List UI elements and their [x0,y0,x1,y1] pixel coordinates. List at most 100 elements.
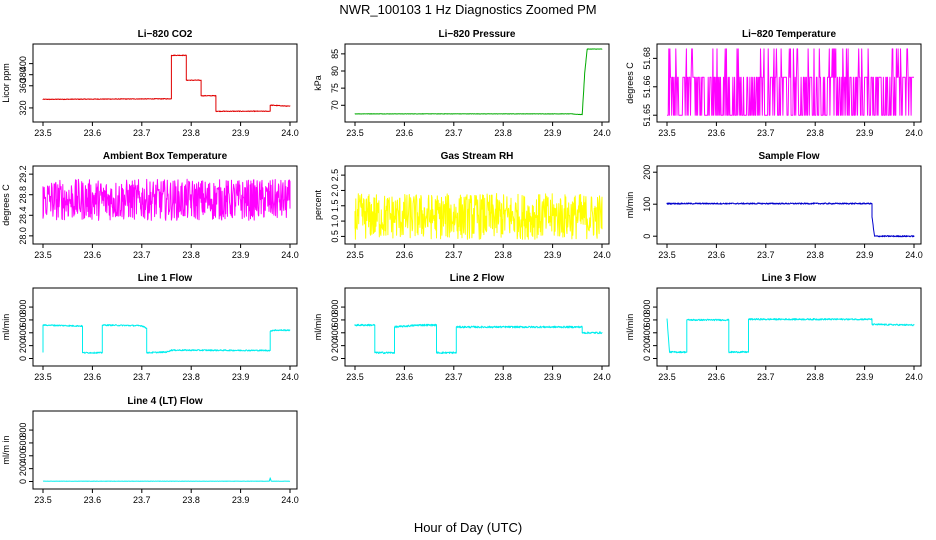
panel-title: Li−820 CO2 [138,29,193,40]
y-tick-label: 75 [330,83,340,93]
y-tick-label: 80 [330,66,340,76]
x-tick-label: 23.6 [396,128,414,138]
x-tick-label: 23.5 [658,250,676,260]
x-tick-label: 23.9 [232,372,250,382]
x-tick-label: 23.9 [544,372,562,382]
plot-frame [344,43,610,123]
figure-title: NWR_100103 1 Hz Diagnostics Zoomed PM [339,2,596,17]
chart-panel-10: Line 4 (LT) Flow 23.5 23.6 23.7 23.8 23.9 24.0… [1,396,299,505]
y-axis-label: ml/min [313,314,323,341]
y-tick-label: 0 [642,356,652,361]
x-tick-label: 24.0 [593,372,611,382]
series-line-1 [354,48,603,116]
x-tick-label: 23.6 [708,128,726,138]
plot-frame [656,43,922,123]
x-tick-label: 23.7 [133,128,151,138]
y-tick-label: 800 [642,300,652,315]
plot-frame [344,165,610,245]
y-axis-label: ml/m in [1,436,11,465]
panel-title: Line 2 Flow [450,273,505,284]
x-tick-label: 23.5 [34,495,52,505]
chart-panel-6: Sample Flow 23.5 23.6 23.7 23.8 23.9 24.0 0 100 2… [625,151,923,260]
panel-title: Line 1 Flow [138,273,193,284]
y-tick-label: 28.4 [18,207,28,225]
panel-title: Li−820 Pressure [439,29,516,40]
plot-frame [344,287,610,367]
x-tick-label: 23.6 [84,372,102,382]
x-tick-label: 23.5 [658,372,676,382]
y-tick-label: 0 [642,234,652,239]
x-tick-label: 24.0 [281,128,299,138]
y-tick-label: 360 [18,78,28,93]
y-tick-label: 200 [330,338,340,353]
chart-panel-4: Ambient Box Temperature 23.5 23.6 23.7 23.8 2… [1,151,299,260]
panel-title: Sample Flow [758,151,819,162]
x-tick-label: 23.9 [232,128,250,138]
y-tick-label: 600 [642,312,652,327]
y-tick-label: 320 [18,100,28,115]
x-tick-label: 23.8 [182,128,200,138]
x-tick-label: 23.7 [757,128,775,138]
chart-panel-8: Line 2 Flow 23.5 23.6 23.7 23.8 23.9 24.0 0 2004… [313,273,611,382]
panel-title: Line 4 (LT) Flow [127,396,203,407]
y-axis-label: ml/min [625,192,635,219]
chart-panel-7: Line 1 Flow 23.5 23.6 23.7 23.8 23.9 24.0 0 2004… [1,273,299,382]
series-line-1 [42,178,291,221]
y-tick-label: 600 [18,435,28,450]
plot-frame [32,287,298,367]
x-tick-label: 23.7 [757,250,775,260]
x-tick-label: 24.0 [281,495,299,505]
y-tick-label: 200 [642,165,652,180]
x-tick-label: 23.6 [84,250,102,260]
plot-frame [32,43,298,123]
x-tick-label: 24.0 [593,128,611,138]
x-tick-label: 23.6 [84,128,102,138]
chart-panel-3: Li−820 Temperature 23.5 23.6 23.7 23.8 23.9 24… [625,29,923,138]
chart-panel-9: Line 3 Flow 23.5 23.6 23.7 23.8 23.9 24.0 0 2004… [625,273,923,382]
series-line-1 [354,193,603,240]
y-tick-label: 51.65 [642,104,652,127]
y-axis-label: kPa [313,75,323,91]
y-tick-label: 0 [330,356,340,361]
y-tick-label: 200 [18,338,28,353]
panel-title: Li−820 Temperature [742,29,836,40]
x-tick-label: 23.7 [445,372,463,382]
panel-title: Ambient Box Temperature [103,151,228,162]
series-line-1 [666,318,915,354]
x-tick-label: 24.0 [593,250,611,260]
y-tick-label: 0 [18,356,28,361]
x-tick-label: 23.8 [806,372,824,382]
y-tick-label: 51.68 [642,47,652,70]
x-tick-label: 24.0 [905,128,923,138]
y-axis-label: ml/min [1,314,11,341]
x-tick-label: 23.8 [806,250,824,260]
x-tick-label: 23.8 [806,128,824,138]
x-tick-label: 23.6 [708,372,726,382]
x-tick-label: 23.5 [34,372,52,382]
panel-title: Gas Stream RH [441,151,514,162]
y-tick-label: 400 [330,325,340,340]
y-tick-label: 400 [642,325,652,340]
y-tick-label: 85 [330,49,340,59]
y-tick-label: 200 [642,338,652,353]
y-tick-label: 0.5 [330,230,340,243]
x-tick-label: 24.0 [905,372,923,382]
x-tick-label: 24.0 [281,372,299,382]
x-tick-label: 23.5 [346,128,364,138]
x-tick-label: 23.8 [182,250,200,260]
x-tick-label: 23.8 [494,372,512,382]
y-tick-label: 28.0 [18,227,28,245]
y-tick-label: 100 [642,197,652,212]
y-axis-label: degrees C [625,62,635,104]
y-axis-label: percent [313,189,323,220]
x-tick-label: 23.6 [396,250,414,260]
x-tick-label: 23.6 [708,250,726,260]
x-tick-label: 23.9 [544,128,562,138]
chart-panel-2: Li−820 Pressure 23.5 23.6 23.7 23.8 23.9 24.0 7… [313,29,611,138]
x-tick-label: 23.9 [544,250,562,260]
y-tick-label: 800 [330,300,340,315]
y-axis-label: Licor ppm [1,63,11,103]
panel-title: Line 3 Flow [762,273,817,284]
series-line-1 [42,324,291,354]
